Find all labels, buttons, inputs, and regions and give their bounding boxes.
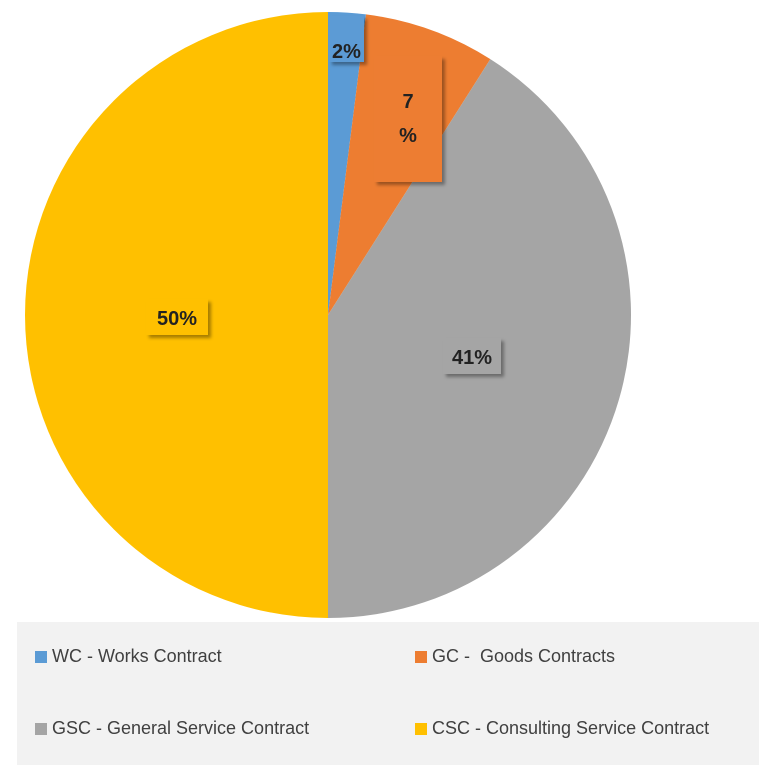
- data-label-csc: 50%: [146, 299, 208, 335]
- data-label-wc: 2%: [329, 16, 364, 63]
- legend-item-gc: GC - Goods Contracts: [415, 646, 615, 667]
- legend-label-csc: CSC - Consulting Service Contract: [432, 718, 710, 738]
- legend-swatch-wc: [35, 650, 47, 663]
- pie-chart: 2% 7% 41% 50%: [25, 12, 631, 618]
- legend-label-gc: GC - Goods Contracts: [432, 646, 616, 666]
- data-label-box-wc: [329, 16, 364, 62]
- data-label-gc: 7%: [374, 56, 442, 182]
- legend-item-csc: CSC - Consulting Service Contract: [415, 718, 709, 739]
- pie-data-labels: 2% 7% 41% 50%: [146, 16, 501, 374]
- legend-item-wc: WC - Works Contract: [35, 646, 222, 667]
- data-label-text-csc: 50%: [157, 308, 197, 330]
- data-label-box-gsc: [443, 338, 501, 374]
- legend-swatch-csc: [415, 722, 427, 735]
- pie-slices: [25, 12, 631, 618]
- legend-swatch-gc: [415, 650, 427, 663]
- legend-item-gsc: GSC - General Service Contract: [35, 718, 309, 739]
- data-label-box-gc: [374, 56, 442, 182]
- legend-swatch-gsc: [35, 722, 47, 735]
- legend-label-gsc: GSC - General Service Contract: [52, 718, 310, 738]
- data-label-text-gc: 7: [402, 91, 413, 113]
- chart-legend: WC - Works Contract GC - Goods Contracts…: [17, 622, 759, 765]
- data-label-text-gc: %: [399, 125, 417, 147]
- data-label-box-csc: [146, 299, 208, 335]
- data-label-text-gsc: 41%: [452, 347, 492, 369]
- legend-label-wc: WC - Works Contract: [52, 646, 222, 666]
- data-label-gsc: 41%: [443, 338, 501, 374]
- data-label-text-wc: 2%: [332, 41, 361, 63]
- pie-slice-wc: [328, 12, 366, 315]
